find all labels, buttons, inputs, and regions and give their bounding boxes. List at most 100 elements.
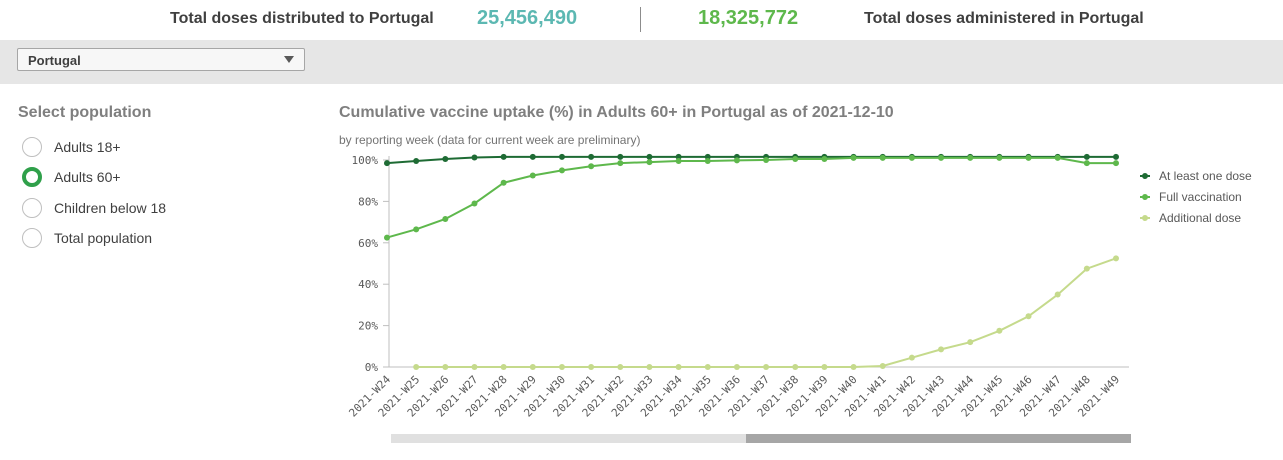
legend-label: Full vaccination [1159, 190, 1242, 204]
data-point [471, 154, 478, 161]
data-point [996, 327, 1003, 334]
data-point [792, 155, 799, 162]
radio-selected-icon [22, 167, 42, 187]
data-point [879, 154, 886, 161]
data-point [617, 160, 624, 167]
data-point [529, 172, 536, 179]
y-tick-label: 40% [358, 278, 378, 291]
data-point [1025, 154, 1032, 161]
data-point [442, 215, 449, 222]
chart-subtitle: by reporting week (data for current week… [339, 133, 641, 147]
data-point [384, 160, 390, 167]
legend-marker [1142, 215, 1148, 221]
data-point [588, 364, 595, 370]
data-point [413, 364, 420, 370]
kpi-divider [640, 7, 641, 32]
data-point [850, 364, 857, 370]
data-point [704, 158, 711, 165]
series-line [416, 257, 1117, 368]
data-point [675, 364, 682, 370]
data-point [646, 159, 653, 166]
data-point [675, 158, 682, 165]
data-point [1113, 153, 1119, 160]
data-point [879, 362, 886, 369]
data-point [1025, 313, 1032, 320]
radio-icon [22, 137, 42, 157]
data-point [617, 364, 624, 370]
population-option-adults-18[interactable]: Adults 18+ [22, 137, 262, 161]
legend-marker [1142, 173, 1148, 179]
country-dropdown-value: Portugal [28, 53, 81, 68]
data-point [704, 153, 711, 160]
data-point [792, 364, 799, 370]
data-point [938, 154, 945, 161]
distributed-value: 25,456,490 [477, 7, 578, 29]
administered-label: Total doses administered in Portugal [864, 10, 1144, 27]
data-point [763, 364, 770, 370]
series-line [386, 156, 1116, 239]
data-point [617, 153, 624, 160]
chart-scrollbar-thumb[interactable] [746, 434, 1131, 443]
data-point [384, 234, 390, 241]
data-point [967, 339, 974, 346]
data-point [529, 153, 536, 160]
data-point [1083, 265, 1090, 272]
y-tick-label: 60% [358, 237, 378, 250]
data-point [996, 154, 1003, 161]
data-point [763, 157, 770, 163]
population-option-label: Total population [54, 230, 153, 246]
data-point [471, 364, 478, 370]
data-point [908, 354, 915, 361]
data-point [442, 155, 449, 162]
chart-title: Cumulative vaccine uptake (%) in Adults … [339, 104, 894, 121]
legend-label: Additional dose [1159, 211, 1241, 225]
legend-marker [1142, 194, 1148, 200]
y-tick-label: 80% [358, 195, 378, 208]
administered-value: 18,325,772 [698, 7, 799, 29]
data-point [908, 154, 915, 161]
data-point [588, 153, 595, 160]
data-point [471, 200, 478, 207]
data-point [413, 158, 420, 165]
data-point [500, 364, 507, 370]
data-point [646, 364, 653, 370]
data-point [558, 153, 565, 160]
population-option-children[interactable]: Children below 18 [22, 198, 262, 222]
population-option-adults-60[interactable]: Adults 60+ [22, 167, 262, 191]
distributed-label: Total doses distributed to Portugal [170, 10, 434, 27]
y-tick-label: 0% [365, 361, 379, 374]
data-point [1113, 160, 1119, 167]
population-title: Select population [18, 104, 152, 121]
data-point [821, 155, 828, 162]
filter-band: Portugal [0, 40, 1283, 84]
data-point [442, 364, 449, 370]
data-point [646, 153, 653, 160]
data-point [1083, 153, 1090, 160]
data-point [1083, 160, 1090, 167]
radio-icon [22, 228, 42, 248]
country-dropdown[interactable]: Portugal [17, 48, 305, 71]
data-point [1054, 291, 1061, 298]
population-option-total[interactable]: Total population [22, 228, 262, 252]
data-point [1113, 255, 1119, 262]
legend-label: At least one dose [1159, 169, 1252, 183]
y-tick-label: 100% [352, 154, 379, 167]
data-point [500, 179, 507, 186]
data-point [558, 364, 565, 370]
data-point [529, 364, 536, 370]
data-point [413, 226, 420, 233]
data-point [967, 154, 974, 161]
data-point [558, 167, 565, 174]
data-point [850, 154, 857, 161]
data-point [500, 153, 507, 160]
y-tick-label: 20% [358, 320, 378, 333]
kpi-bar: Total doses distributed to Portugal 25,4… [0, 0, 1283, 40]
data-point [938, 346, 945, 353]
data-point [733, 157, 740, 164]
chevron-down-icon [284, 56, 294, 63]
population-option-label: Adults 18+ [54, 139, 121, 155]
data-point [675, 153, 682, 160]
population-option-label: Adults 60+ [54, 169, 121, 185]
chart-scrollbar[interactable] [391, 434, 1131, 443]
